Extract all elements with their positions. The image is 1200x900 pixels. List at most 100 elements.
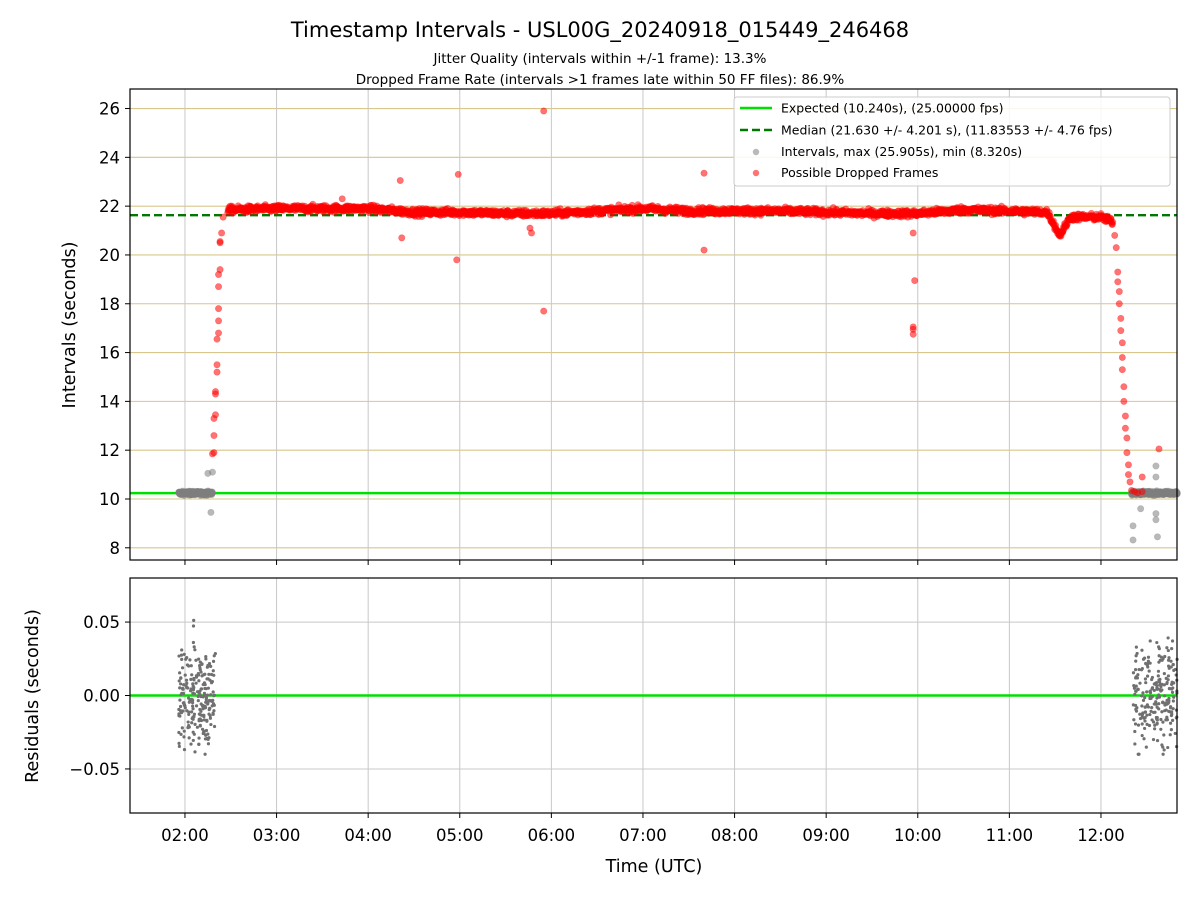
residual-point xyxy=(1170,690,1175,694)
residual-point xyxy=(208,706,212,711)
residual-point xyxy=(1138,716,1143,721)
residual-point xyxy=(180,726,184,730)
residual-point xyxy=(212,703,216,707)
residual-point xyxy=(178,698,182,702)
residual-point xyxy=(1171,699,1175,703)
residual-point xyxy=(1159,717,1163,722)
x-tick-label: 07:00 xyxy=(619,826,667,845)
dropped-frame-point xyxy=(1124,471,1132,479)
residual-point xyxy=(1141,698,1146,703)
residual-point xyxy=(206,742,211,746)
residual-point xyxy=(1166,636,1170,640)
residual-point xyxy=(1134,645,1138,649)
residual-point xyxy=(188,698,192,702)
residual-point xyxy=(1134,709,1139,713)
residual-point xyxy=(1167,666,1171,670)
residual-point xyxy=(177,679,181,683)
x-tick-label: 09:00 xyxy=(802,826,850,845)
bottom-y-axis-ticks: −0.05 0.00 0.05 xyxy=(69,613,130,779)
residual-point xyxy=(201,704,205,708)
dropped-frame-point xyxy=(454,170,462,178)
residual-point xyxy=(207,736,211,740)
residual-point xyxy=(1157,647,1161,651)
dropped-frame-point xyxy=(211,411,219,419)
residual-point xyxy=(1144,681,1148,685)
residual-point xyxy=(197,736,201,740)
residual-point xyxy=(1170,712,1174,716)
dropped-frame-point xyxy=(1115,288,1123,296)
dropped-frame-point xyxy=(1120,397,1128,405)
residual-point xyxy=(194,658,198,662)
residual-point xyxy=(1166,648,1170,653)
dropped-frame-point xyxy=(540,307,548,315)
residual-point xyxy=(182,735,186,739)
residual-point xyxy=(191,624,196,628)
residual-point xyxy=(206,732,210,736)
residual-point xyxy=(196,699,200,703)
residual-point xyxy=(199,709,203,713)
x-tick-label: 10:00 xyxy=(894,826,942,845)
residual-point xyxy=(1154,700,1158,704)
residual-point xyxy=(209,664,213,669)
chart-subtitle-jitter: Jitter Quality (intervals within +/-1 fr… xyxy=(433,51,767,67)
residual-point xyxy=(1163,694,1167,698)
x-tick-label: 03:00 xyxy=(253,826,301,845)
residual-point xyxy=(1164,718,1168,722)
dropped-frame-point xyxy=(1138,473,1146,481)
residual-point xyxy=(1134,659,1138,663)
residual-point xyxy=(191,684,195,688)
residual-point xyxy=(1156,674,1160,678)
residual-point xyxy=(210,679,214,684)
dropped-frame-point xyxy=(1111,231,1119,239)
dropped-frame-point xyxy=(216,238,224,246)
top-ytick-label: 18 xyxy=(99,295,120,314)
residual-point xyxy=(194,681,198,685)
x-tick-label: 05:00 xyxy=(436,826,484,845)
top-y-axis-label: Intervals (seconds) xyxy=(60,242,80,409)
residual-point xyxy=(211,711,215,715)
residual-point xyxy=(1146,665,1150,669)
residual-point xyxy=(1133,722,1138,726)
residual-point xyxy=(202,731,206,735)
residual-point xyxy=(1140,733,1144,738)
residual-point xyxy=(205,665,209,669)
residual-point xyxy=(1149,709,1153,713)
residual-point xyxy=(1136,723,1141,727)
residual-point xyxy=(1136,673,1140,677)
residual-point xyxy=(1133,742,1137,746)
residual-point xyxy=(194,704,199,708)
residual-point xyxy=(178,686,182,690)
residual-point xyxy=(199,694,203,699)
interval-point xyxy=(1129,536,1137,544)
residual-point xyxy=(1132,718,1136,722)
interval-point xyxy=(1137,505,1145,513)
dropped-frame-point xyxy=(215,305,223,313)
residual-point xyxy=(180,648,184,652)
top-ytick-label: 8 xyxy=(110,539,121,558)
dropped-frame-point xyxy=(1124,461,1132,469)
residual-point xyxy=(1170,639,1175,643)
top-x-axis-ticks xyxy=(184,560,1102,565)
residual-point xyxy=(209,699,213,703)
residual-point xyxy=(193,750,197,754)
residual-point xyxy=(192,692,196,696)
residual-point xyxy=(1165,698,1169,702)
residual-point xyxy=(1157,695,1161,699)
residual-point xyxy=(1140,722,1144,726)
residual-point xyxy=(177,707,181,712)
residual-point xyxy=(177,744,181,749)
residual-point xyxy=(206,677,210,681)
legend-dropped-label: Possible Dropped Frames xyxy=(781,165,938,180)
residual-point xyxy=(205,693,210,697)
residual-point xyxy=(1161,745,1165,749)
residual-point xyxy=(177,741,181,745)
residual-point xyxy=(1155,686,1159,690)
dropped-frame-point xyxy=(1123,434,1131,442)
top-y-axis-ticks: 8 10 12 14 16 18 20 22 24 26 xyxy=(99,100,130,558)
residual-point xyxy=(1151,720,1156,724)
residual-point xyxy=(1164,676,1168,680)
residual-point xyxy=(200,713,204,717)
dropped-frame-point xyxy=(1115,300,1123,308)
residual-point xyxy=(1163,654,1167,659)
